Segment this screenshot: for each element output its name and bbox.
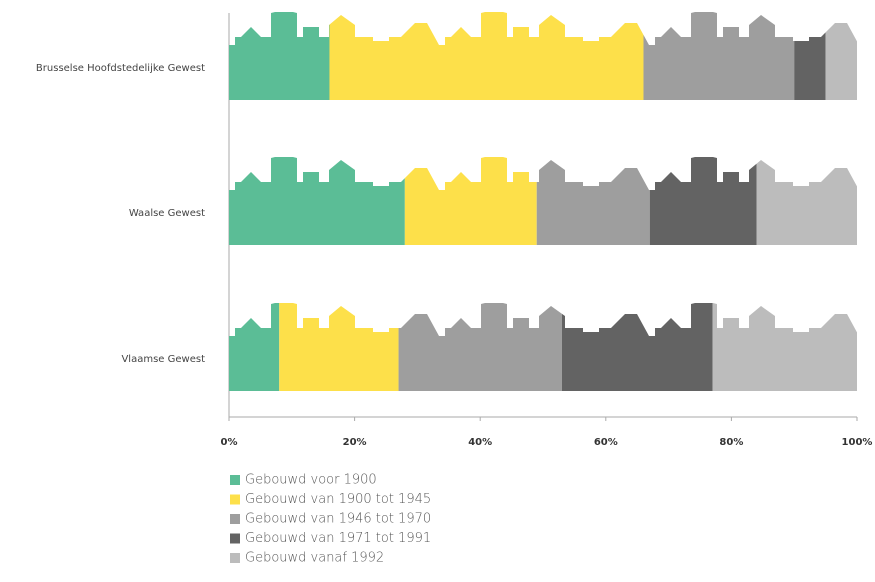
x-tick-label: 60%	[594, 437, 618, 448]
legend-swatch	[230, 533, 240, 544]
legend-swatch	[230, 553, 240, 563]
bar-segment	[229, 157, 405, 245]
bar-segment	[536, 160, 650, 245]
category-label: Waalse Gewest	[129, 208, 205, 219]
legend-swatch	[230, 494, 240, 505]
bar-segment	[825, 23, 857, 100]
bar-segment	[756, 160, 857, 245]
legend-swatch	[230, 514, 240, 524]
bar-segment	[794, 32, 826, 100]
bar-segment	[643, 12, 795, 100]
bar-segment	[561, 303, 713, 391]
bar-segment	[404, 157, 537, 245]
bar-segment	[649, 157, 757, 245]
x-tick-label: 20%	[343, 437, 367, 448]
bar-segment	[712, 303, 857, 391]
category-label: Vlaamse Gewest	[121, 354, 205, 365]
legend-label: Gebouwd voor 1900	[245, 473, 377, 488]
bar-segment	[329, 12, 644, 100]
legend-label: Gebouwd vanaf 1992	[245, 551, 384, 566]
legend-label: Gebouwd van 1900 tot 1945	[245, 492, 431, 507]
category-label: Brusselse Hoofdstedelijke Gewest	[36, 63, 205, 74]
bar-segment	[229, 12, 330, 100]
bar-segment	[229, 303, 280, 391]
x-tick-label: 80%	[719, 437, 743, 448]
bar-segment	[279, 303, 399, 391]
legend-label: Gebouwd van 1971 tot 1991	[245, 531, 431, 546]
bar-segment	[398, 303, 562, 391]
x-tick-label: 0%	[221, 437, 238, 448]
legend-swatch	[230, 475, 240, 485]
legend-label: Gebouwd van 1946 tot 1970	[245, 512, 431, 527]
x-tick-label: 40%	[468, 437, 492, 448]
x-tick-label: 100%	[842, 437, 873, 448]
